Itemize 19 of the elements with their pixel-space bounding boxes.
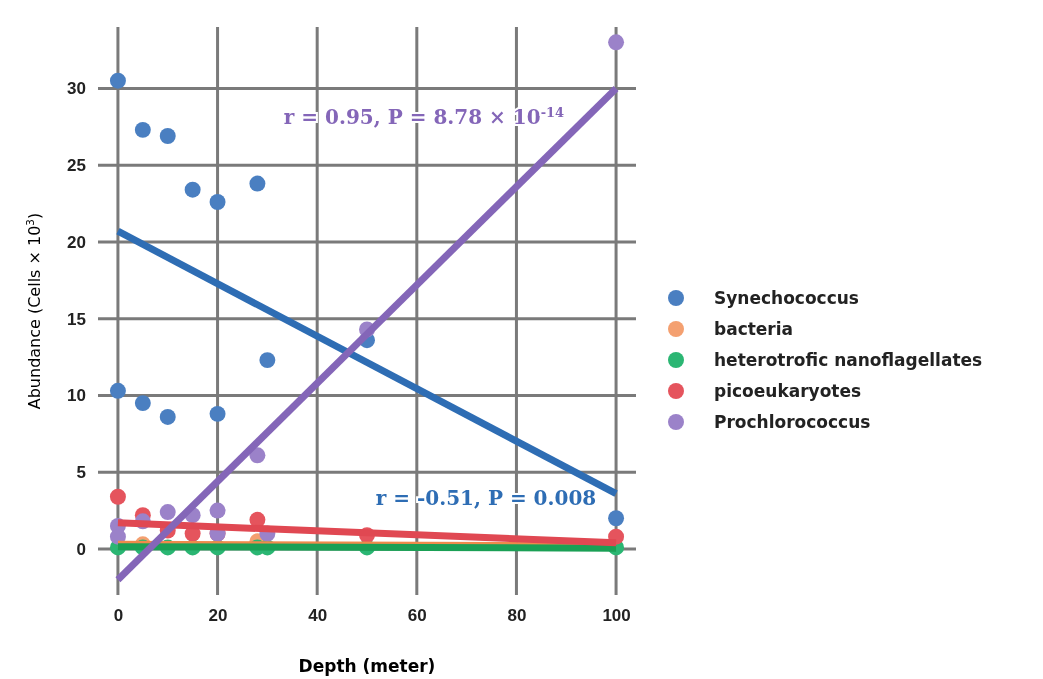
x-tick-label: 0 — [113, 606, 124, 626]
y-tick-label: 5 — [76, 463, 86, 483]
legend-label: Prochlorococcus — [714, 412, 871, 432]
y-tick-label: 20 — [67, 232, 86, 252]
x-tick-label: 60 — [407, 606, 427, 626]
x-axis-title: Depth (meter) — [298, 656, 436, 676]
y-tick-label: 30 — [67, 79, 86, 99]
legend-label: Synechococcus — [714, 288, 859, 308]
x-tick-label: 80 — [507, 606, 527, 626]
legend-label: bacteria — [714, 319, 794, 339]
legend-label: picoeukaryotes — [714, 381, 862, 401]
y-tick-label: 25 — [67, 156, 86, 176]
legend-label: heterotrofic nanoflagellates — [714, 350, 983, 370]
y-tick-label: 10 — [67, 386, 86, 406]
x-tick-label: 40 — [308, 606, 328, 626]
y-tick-label: 0 — [76, 539, 86, 559]
x-tick-label: 20 — [208, 606, 228, 626]
y-tick-label: 15 — [67, 309, 86, 329]
x-tick-label: 100 — [602, 606, 631, 626]
